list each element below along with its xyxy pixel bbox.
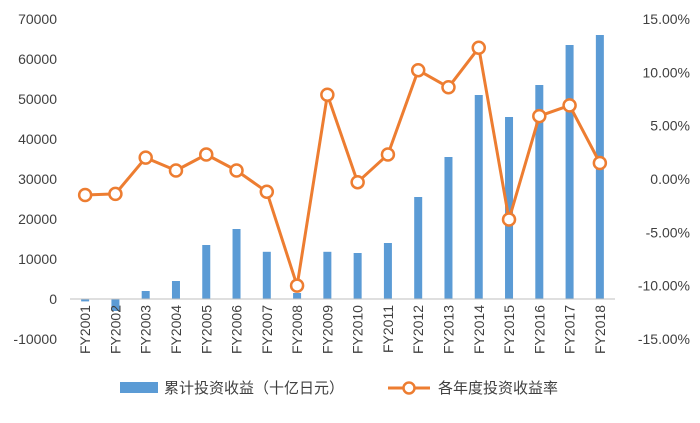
x-tick-label: FY2003 <box>138 305 154 354</box>
legend-label-line: 各年度投资收益率 <box>438 380 558 397</box>
x-tick-label: FY2010 <box>350 305 366 354</box>
x-axis-ticks: FY2001 FY2002 FY2003 FY2004 FY2005 FY2006 FY20… <box>77 305 608 354</box>
legend: 累计投资收益（十亿日元） 各年度投资收益率 <box>120 380 558 397</box>
left-tick-label: -10000 <box>13 331 57 347</box>
bar-series-cumulative-income <box>81 35 604 311</box>
bar <box>293 293 302 299</box>
data-point <box>501 212 517 227</box>
bar <box>505 117 514 299</box>
bar <box>383 243 392 299</box>
left-tick-label: 30000 <box>18 171 57 187</box>
x-tick-label: FY2005 <box>198 305 214 354</box>
x-tick-label: FY2006 <box>229 305 245 354</box>
data-point <box>320 87 335 102</box>
data-point <box>441 80 456 95</box>
x-tick-label: FY2016 <box>531 305 547 354</box>
left-axis-ticks: -10000 0 10000 20000 30000 40000 50000 60000 700… <box>13 11 57 347</box>
right-tick-label: 15.00% <box>643 11 690 27</box>
bar <box>171 281 180 299</box>
x-tick-label: FY2018 <box>592 305 608 354</box>
left-tick-label: 0 <box>49 291 57 307</box>
x-tick-label: FY2009 <box>319 305 335 354</box>
x-tick-label: FY2008 <box>289 305 305 354</box>
legend-swatch-marker <box>402 381 416 395</box>
x-tick-label: FY2011 <box>380 305 396 353</box>
bar <box>111 299 120 311</box>
x-tick-label: FY2014 <box>471 305 487 354</box>
data-point <box>199 147 214 162</box>
left-tick-label: 40000 <box>18 131 57 147</box>
data-point <box>562 98 577 113</box>
line-series-annual-return <box>77 40 608 293</box>
x-tick-label: FY2015 <box>501 305 517 354</box>
x-tick-label: FY2004 <box>168 305 184 354</box>
left-tick-label: 70000 <box>18 11 57 27</box>
x-tick-label: FY2017 <box>562 305 578 354</box>
right-tick-label: 10.00% <box>643 64 690 80</box>
data-point <box>350 174 365 190</box>
data-point <box>138 150 153 165</box>
bar <box>474 95 483 299</box>
data-point <box>289 278 305 293</box>
right-tick-label: 0.00% <box>650 171 690 187</box>
right-tick-label: 5.00% <box>650 118 690 134</box>
data-point <box>380 147 396 162</box>
right-tick-label: -5.00% <box>646 224 690 240</box>
data-point <box>471 40 486 56</box>
left-tick-label: 50000 <box>18 91 57 107</box>
series-line <box>85 46 602 288</box>
legend-label-bar: 累计投资收益（十亿日元） <box>164 380 344 397</box>
bar <box>202 245 211 299</box>
bar <box>262 251 271 299</box>
left-tick-label: 60000 <box>18 51 57 67</box>
data-point <box>77 187 93 203</box>
data-point <box>410 62 426 78</box>
x-tick-label: FY2007 <box>259 305 275 354</box>
x-tick-label: FY2012 <box>410 305 426 354</box>
right-tick-label: -10.00% <box>638 278 690 294</box>
bar <box>414 197 423 299</box>
bar <box>81 299 90 302</box>
bar <box>535 85 544 299</box>
right-tick-label: -15.00% <box>638 331 690 347</box>
left-tick-label: 10000 <box>18 251 57 267</box>
right-axis-ticks: -15.00% -10.00% -5.00% 0.00% 5.00% 10.00% 15.0… <box>638 11 690 347</box>
bar <box>141 291 150 299</box>
data-point <box>168 163 184 178</box>
data-point <box>229 163 244 178</box>
left-tick-label: 20000 <box>18 211 57 227</box>
x-tick-label: FY2013 <box>440 305 456 354</box>
data-point <box>259 184 275 200</box>
bar <box>565 45 574 299</box>
bar <box>323 251 332 299</box>
x-tick-label: FY2001 <box>77 305 93 354</box>
x-tick-label: FY2002 <box>107 305 123 354</box>
bar <box>353 253 362 299</box>
bar <box>232 229 241 299</box>
legend-swatch-bar <box>120 382 158 393</box>
data-point <box>532 108 547 124</box>
data-point <box>108 186 123 202</box>
data-point <box>592 155 608 171</box>
bar <box>444 157 453 299</box>
